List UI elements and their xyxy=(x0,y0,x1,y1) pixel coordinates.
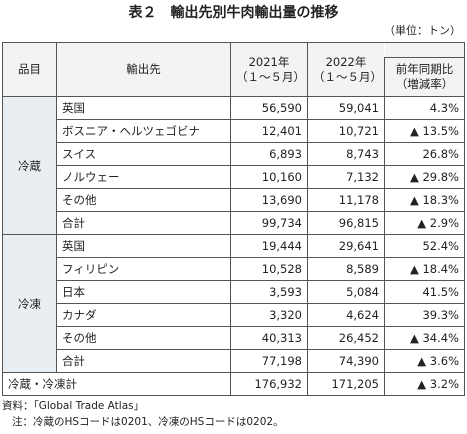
cell: 合計 xyxy=(56,211,231,235)
cell: ▲ 34.4% xyxy=(384,326,465,350)
cell: 59,041 xyxy=(307,96,385,120)
cell: 4.3% xyxy=(384,96,465,120)
cell: 8,743 xyxy=(307,142,385,166)
header-cell: 前年同期比 （増減率） xyxy=(384,57,465,97)
cell: 96,815 xyxy=(307,211,385,235)
table-body: 冷蔵 英国 56,590 59,041 4.3% ボスニア・ヘルツェゴビナ 12,401 10… xyxy=(2,96,465,396)
cell: 52.4% xyxy=(384,234,465,258)
table: 品目 輸出先 2021年 （１～５月） 2022年 （１～５月） 前年同期比 （… xyxy=(2,42,465,396)
cell: 26,452 xyxy=(307,326,385,350)
cell: ▲ 3.6% xyxy=(384,349,465,373)
note: 資料：「Global Trade Atlas」 xyxy=(2,400,145,412)
cell: 41.5% xyxy=(384,280,465,304)
cell: 冷蔵・冷凍計 xyxy=(2,372,231,396)
cell: フィリピン xyxy=(56,257,231,281)
header-cell: 2022年 （１～５月） xyxy=(307,42,385,97)
row: 冷凍 英国 19,444 29,641 52.4% xyxy=(2,234,465,373)
cell: 10,721 xyxy=(307,119,385,143)
row: スイス 6,893 8,743 26.8% xyxy=(3,142,465,166)
row: その他 13,690 11,178 ▲ 18.3% xyxy=(3,188,465,212)
cell: ▲ 29.8% xyxy=(384,165,465,189)
cell: カナダ xyxy=(56,303,231,327)
unit: （単位：トン） xyxy=(384,24,461,37)
cell: 3,320 xyxy=(230,303,308,327)
cell: 56,590 xyxy=(230,96,308,120)
row: 冷蔵・冷凍計 176,932 171,205 ▲ 3.2% xyxy=(2,372,465,396)
row: 合計 99,734 96,815 ▲ 2.9% xyxy=(3,211,465,235)
cell: その他 xyxy=(56,188,231,212)
header-cell: 品目 xyxy=(2,42,57,97)
cell: 19,444 xyxy=(230,234,308,258)
row: カナダ 3,320 4,624 39.3% xyxy=(3,303,465,327)
cell: 74,390 xyxy=(307,349,385,373)
cell: 3,593 xyxy=(230,280,308,304)
cell: 7,132 xyxy=(307,165,385,189)
cell: スイス xyxy=(56,142,231,166)
cell: 5,084 xyxy=(307,280,385,304)
cell: 8,589 xyxy=(307,257,385,281)
header-blank xyxy=(384,42,465,58)
cell: 171,205 xyxy=(307,372,385,396)
cell: 英国 xyxy=(56,234,231,258)
cell: 10,160 xyxy=(230,165,308,189)
notes: 資料：「Global Trade Atlas」 注：冷蔵のHSコードは0201、… xyxy=(2,398,284,430)
cell: 99,734 xyxy=(230,211,308,235)
row: 日本 3,593 5,084 41.5% xyxy=(3,280,465,304)
header-cell: 2021年 （１～５月） xyxy=(230,42,308,97)
cell: ▲ 18.3% xyxy=(384,188,465,212)
row: ノルウェー 10,160 7,132 ▲ 29.8% xyxy=(3,165,465,189)
row: ボスニア・ヘルツェゴビナ 12,401 10,721 ▲ 13.5% xyxy=(3,119,465,143)
row: 冷蔵 英国 56,590 59,041 4.3% xyxy=(2,96,465,235)
cell: 6,893 xyxy=(230,142,308,166)
note: 注：冷蔵のHSコードは0201、冷凍のHSコードは0202。 xyxy=(12,416,284,428)
cell: 13,690 xyxy=(230,188,308,212)
cell: 冷蔵 xyxy=(2,96,57,235)
cell: 12,401 xyxy=(230,119,308,143)
cell: ▲ 2.9% xyxy=(384,211,465,235)
cell: 29,641 xyxy=(307,234,385,258)
cell: 10,528 xyxy=(230,257,308,281)
cell: 11,178 xyxy=(307,188,385,212)
cell: ▲ 18.4% xyxy=(384,257,465,281)
title: 表２ 輸出先別牛肉輸出量の推移 xyxy=(128,5,339,21)
cell: 冷凍 xyxy=(2,234,57,373)
cell: ▲ 3.2% xyxy=(384,372,465,396)
cell: ボスニア・ヘルツェゴビナ xyxy=(56,119,231,143)
row: その他 40,313 26,452 ▲ 34.4% xyxy=(3,326,465,350)
cell: 英国 xyxy=(56,96,231,120)
row: 合計 77,198 74,390 ▲ 3.6% xyxy=(3,349,465,373)
cell: 39.3% xyxy=(384,303,465,327)
cell: 176,932 xyxy=(230,372,308,396)
cell: ▲ 13.5% xyxy=(384,119,465,143)
cell: 4,624 xyxy=(307,303,385,327)
cell: 合計 xyxy=(56,349,231,373)
cell: 26.8% xyxy=(384,142,465,166)
cell: その他 xyxy=(56,326,231,350)
cell: 日本 xyxy=(56,280,231,304)
cell: 77,198 xyxy=(230,349,308,373)
row: フィリピン 10,528 8,589 ▲ 18.4% xyxy=(3,257,465,281)
header-cell: 輸出先 xyxy=(56,42,231,97)
cell: ノルウェー xyxy=(56,165,231,189)
cell: 40,313 xyxy=(230,326,308,350)
